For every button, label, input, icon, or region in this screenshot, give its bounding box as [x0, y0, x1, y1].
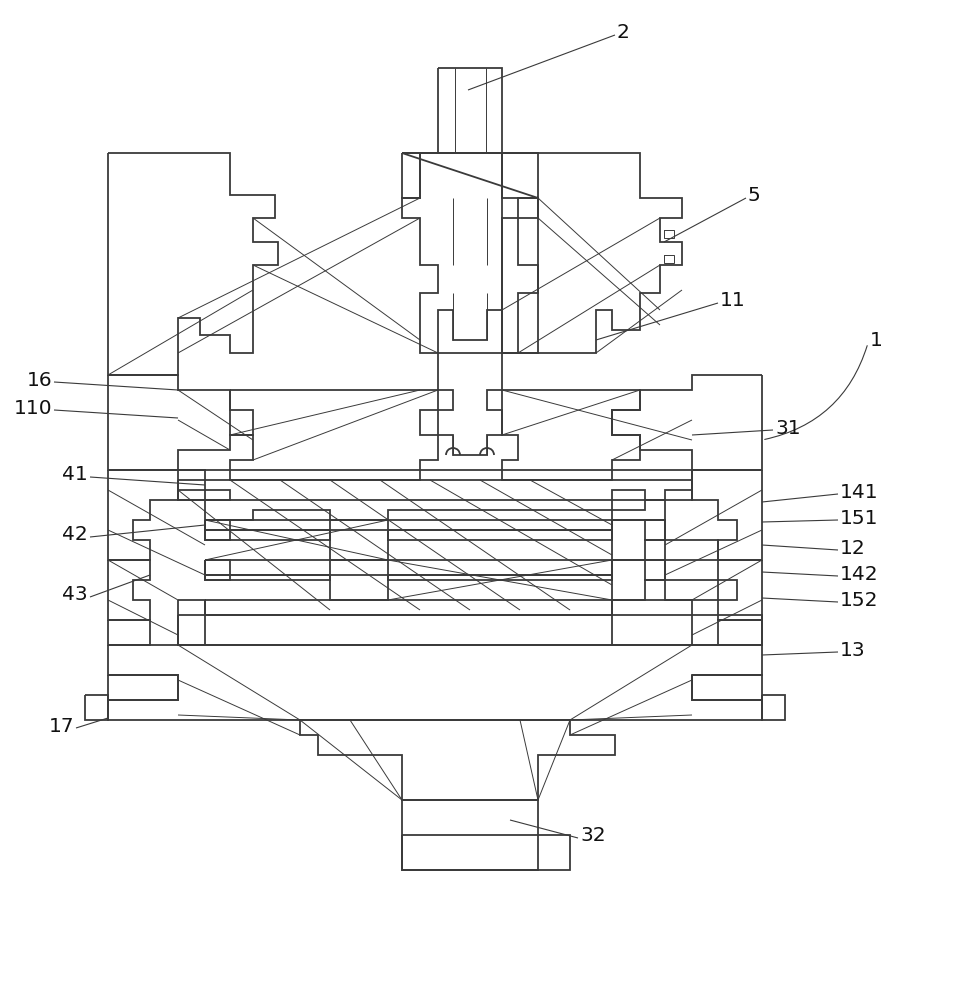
Text: 31: 31	[774, 418, 799, 438]
Text: 142: 142	[839, 564, 878, 584]
Text: 5: 5	[747, 186, 760, 205]
Text: 110: 110	[14, 398, 52, 418]
Text: 43: 43	[62, 585, 88, 604]
Text: 11: 11	[719, 290, 745, 310]
Text: 141: 141	[839, 483, 878, 502]
Text: 17: 17	[48, 716, 74, 735]
Text: 151: 151	[839, 508, 878, 528]
Text: 41: 41	[62, 466, 88, 485]
Text: 32: 32	[579, 826, 605, 845]
Text: 13: 13	[839, 640, 864, 660]
Text: 1: 1	[869, 330, 882, 350]
Text: 42: 42	[62, 526, 88, 544]
Text: 16: 16	[26, 370, 52, 389]
Text: 2: 2	[616, 23, 629, 42]
Text: 152: 152	[839, 590, 878, 609]
Text: 12: 12	[839, 538, 865, 558]
